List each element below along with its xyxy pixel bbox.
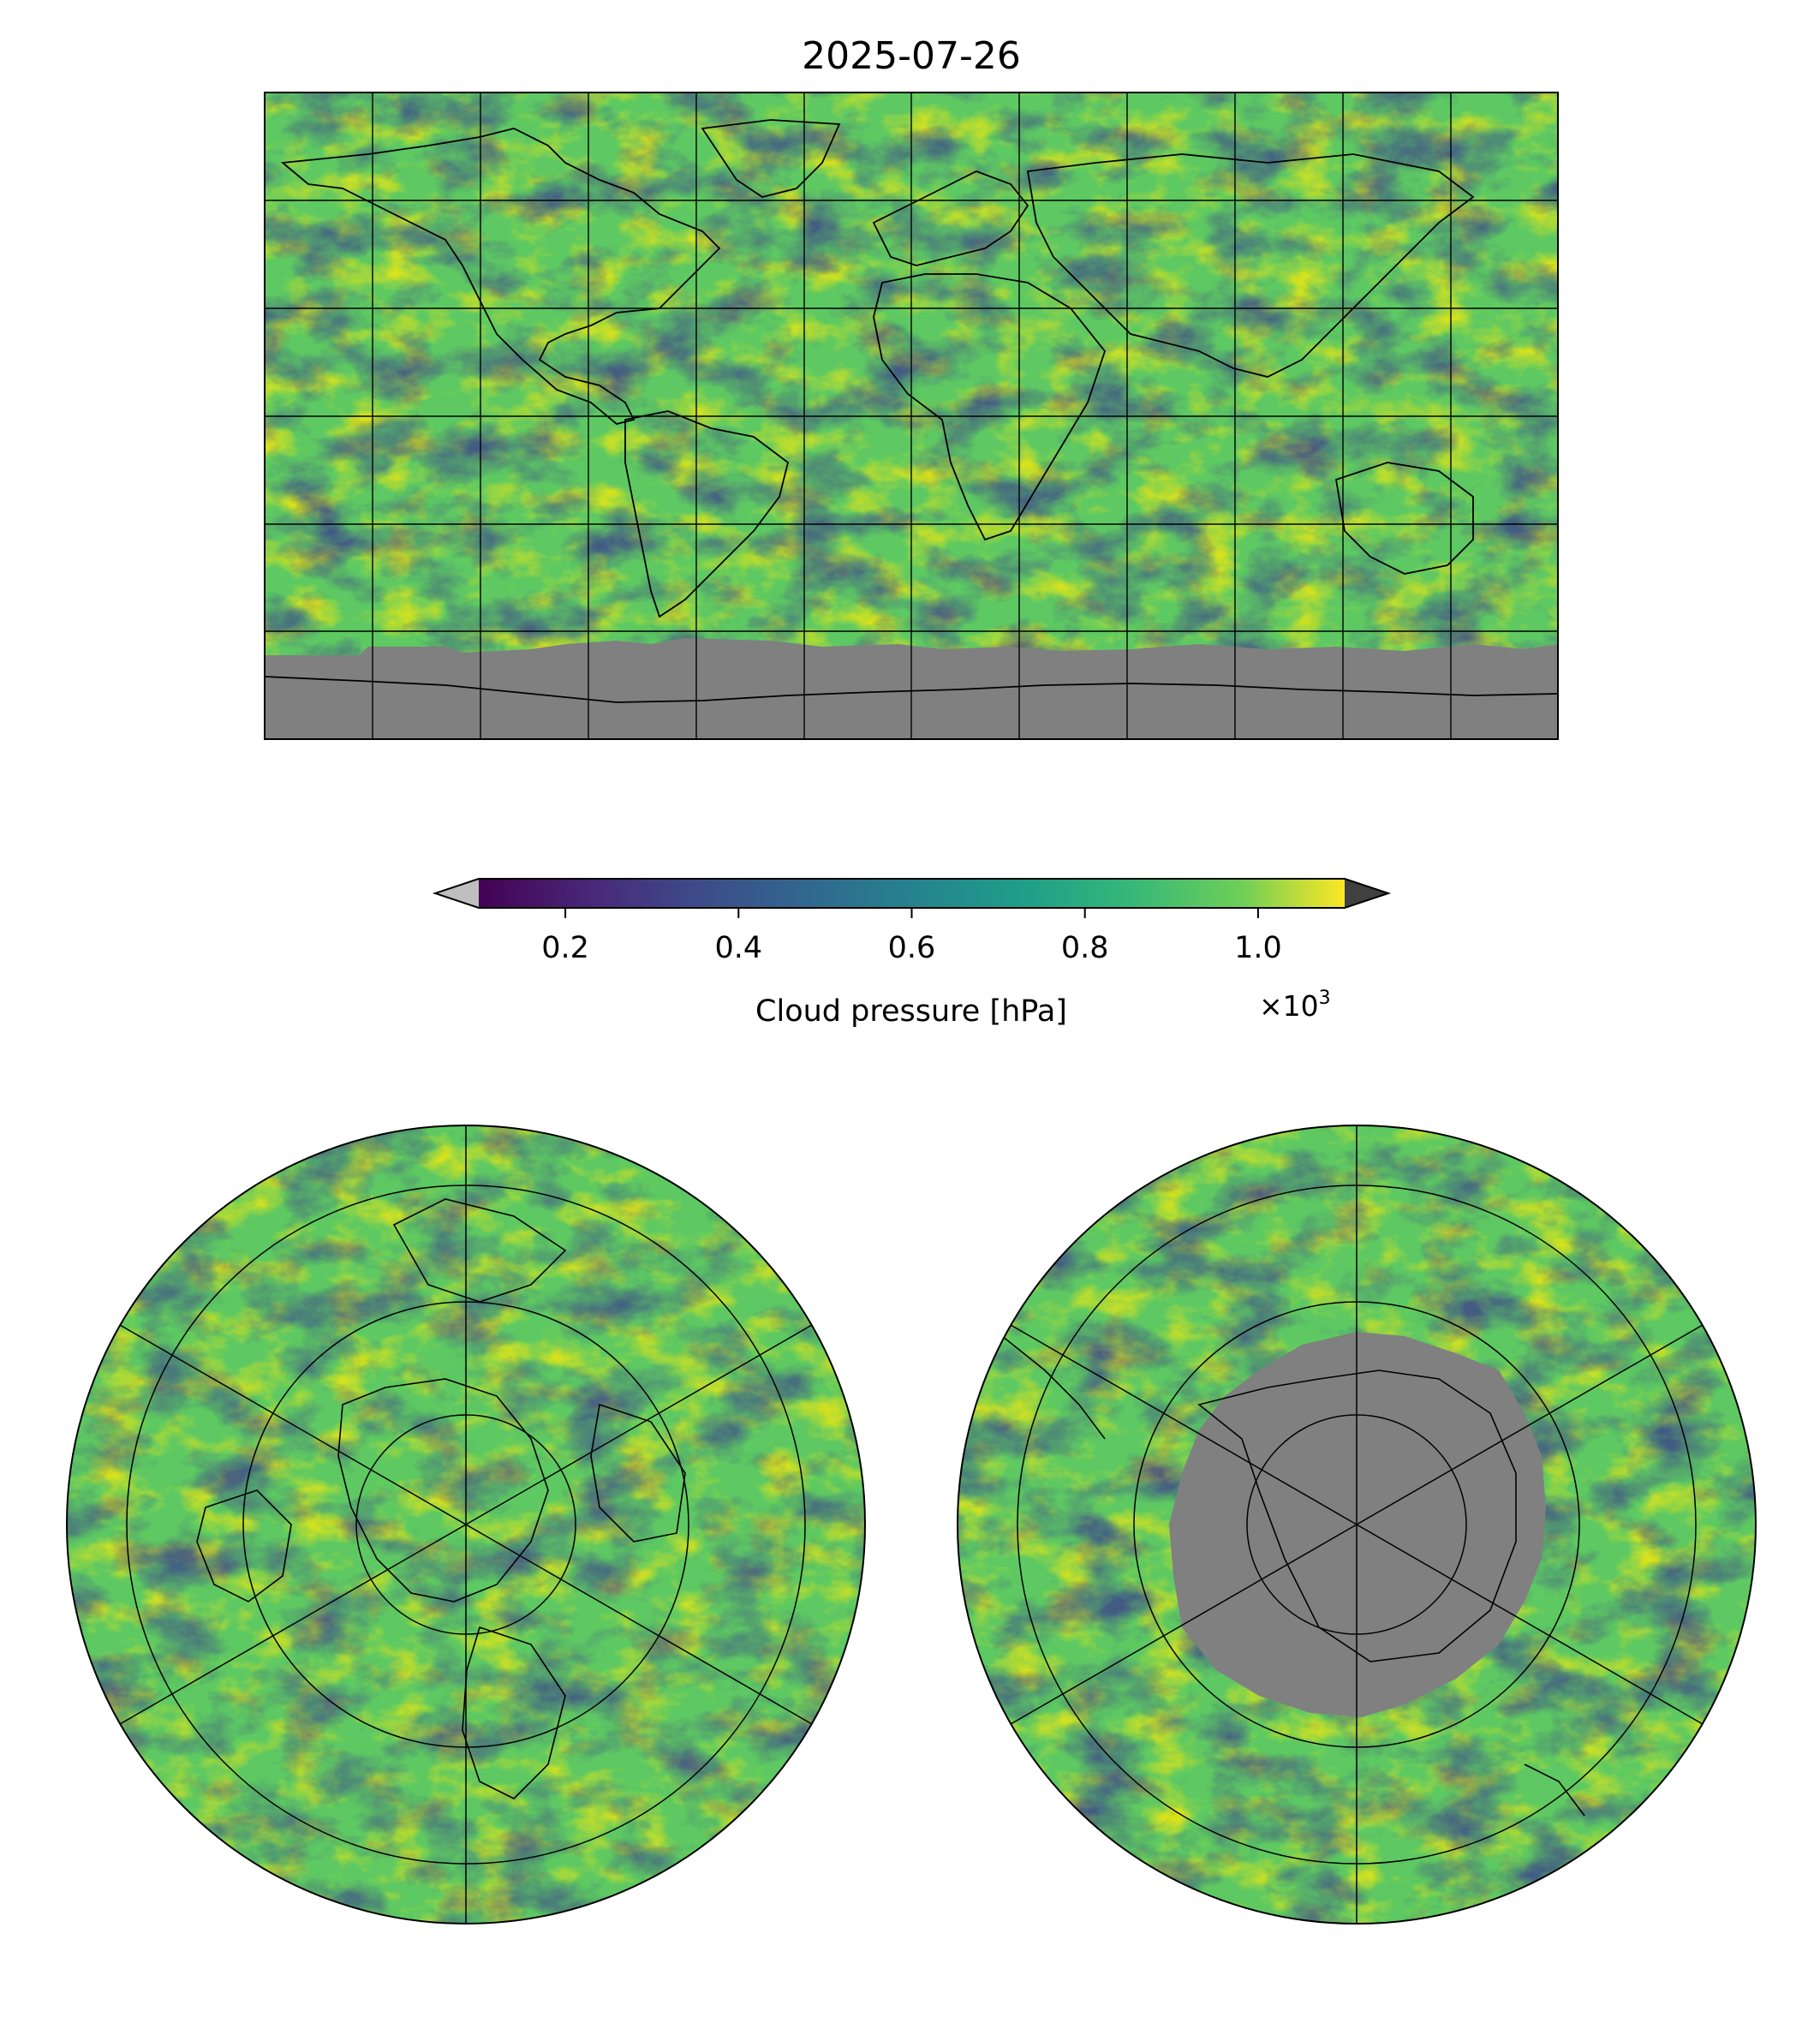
colorbar-outline bbox=[432, 878, 1392, 909]
colorbar-multiplier-exponent: 3 bbox=[1319, 988, 1331, 1009]
colorbar: 0.2 0.4 0.6 0.8 1.0 Cloud pressure [hPa] ×10… bbox=[432, 878, 1392, 1029]
global-map bbox=[264, 92, 1559, 740]
south-coastlines bbox=[1001, 1335, 1585, 1817]
graticule bbox=[265, 92, 1558, 739]
colorbar-under-extend bbox=[435, 879, 479, 908]
figure-title: 2025-07-26 bbox=[802, 34, 1021, 78]
colorbar-label: Cloud pressure [hPa] bbox=[755, 994, 1067, 1029]
colorbar-multiplier-base: ×10 bbox=[1259, 989, 1319, 1023]
colorbar-multiplier: ×103 bbox=[1259, 988, 1331, 1023]
north-graticule bbox=[119, 1125, 813, 1924]
colorbar-tick-label: 0.6 bbox=[888, 931, 936, 965]
colorbar-gradient bbox=[479, 879, 1345, 908]
south-graticule bbox=[1010, 1125, 1704, 1924]
colorbar-tick-label: 0.2 bbox=[541, 931, 589, 965]
global-map-frame bbox=[264, 92, 1559, 740]
south-polar-frame bbox=[957, 1125, 1757, 1925]
colorbar-tick-label: 1.0 bbox=[1234, 931, 1282, 965]
colorbar-tick-label: 0.4 bbox=[714, 931, 762, 965]
colorbar-ticks: 0.2 0.4 0.6 0.8 1.0 bbox=[541, 908, 1282, 965]
north-polar-map bbox=[66, 1125, 866, 1925]
north-polar-frame bbox=[66, 1125, 866, 1925]
south-polar-map bbox=[957, 1125, 1757, 1925]
colorbar-over-extend bbox=[1345, 879, 1388, 908]
colorbar-tick-label: 0.8 bbox=[1061, 931, 1109, 965]
north-coastlines bbox=[196, 1198, 686, 1799]
